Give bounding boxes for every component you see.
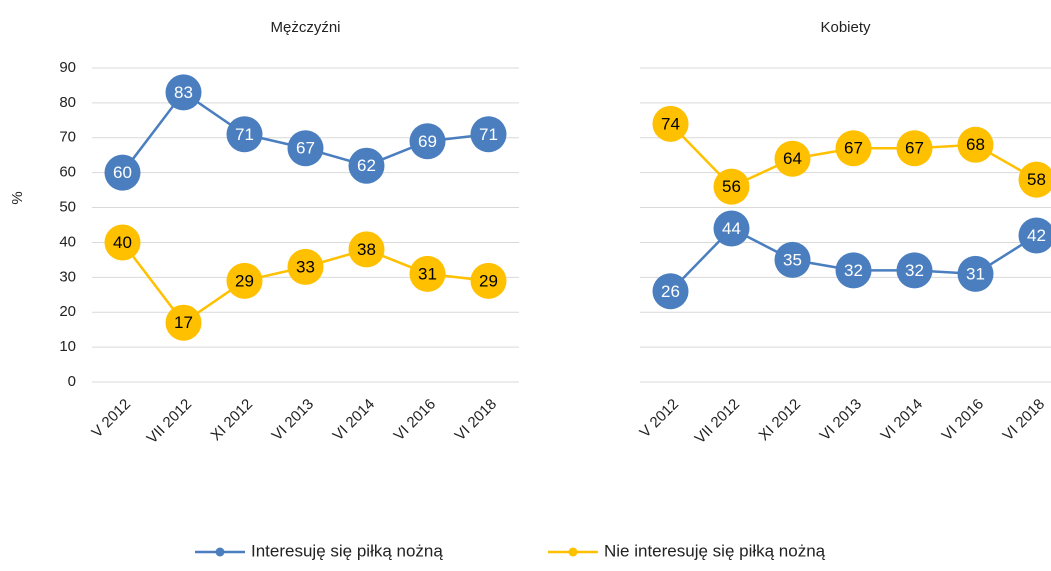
value-label: 58 bbox=[1027, 170, 1046, 189]
marker bbox=[896, 252, 933, 289]
value-label: 17 bbox=[174, 313, 193, 332]
marker bbox=[165, 304, 202, 341]
y-tick-label: 40 bbox=[59, 233, 76, 250]
marker bbox=[835, 252, 872, 289]
y-tick-label: 10 bbox=[59, 338, 76, 355]
legend-label: Nie interesuję się piłką nożną bbox=[604, 541, 826, 560]
marker bbox=[713, 210, 750, 247]
value-label: 56 bbox=[722, 177, 741, 196]
value-label: 67 bbox=[844, 139, 863, 158]
marker bbox=[165, 74, 202, 111]
x-tick-label: VII 2012 bbox=[144, 396, 196, 448]
y-tick-label: 60 bbox=[59, 164, 76, 181]
y-tick-label: 30 bbox=[59, 268, 76, 285]
x-tick-label: VII 2012 bbox=[692, 396, 744, 448]
marker bbox=[409, 255, 446, 292]
y-tick-label: 90 bbox=[59, 59, 76, 76]
marker bbox=[226, 262, 263, 299]
marker bbox=[409, 123, 446, 160]
chart-title: Kobiety bbox=[820, 19, 871, 36]
marker bbox=[835, 130, 872, 167]
x-tick-label: VI 2014 bbox=[878, 396, 927, 445]
chart-title: Mężczyźni bbox=[270, 19, 340, 36]
marker bbox=[1018, 161, 1051, 198]
value-label: 44 bbox=[722, 219, 741, 238]
x-tick-label: XI 2012 bbox=[208, 396, 257, 445]
marker bbox=[957, 255, 994, 292]
value-label: 64 bbox=[783, 149, 802, 168]
marker bbox=[348, 231, 385, 268]
x-tick-label: XI 2012 bbox=[756, 396, 805, 445]
value-label: 38 bbox=[357, 240, 376, 259]
marker bbox=[896, 130, 933, 167]
value-label: 29 bbox=[235, 271, 254, 290]
marker bbox=[470, 116, 507, 153]
y-tick-label: 50 bbox=[59, 199, 76, 216]
x-tick-label: VI 2013 bbox=[269, 396, 318, 445]
marker bbox=[226, 116, 263, 153]
value-label: 71 bbox=[479, 125, 498, 144]
x-tick-label: VI 2018 bbox=[1000, 396, 1049, 445]
x-tick-label: VI 2013 bbox=[817, 396, 866, 445]
y-tick-label: 80 bbox=[59, 94, 76, 111]
x-tick-label: V 2012 bbox=[88, 396, 134, 442]
value-label: 74 bbox=[661, 114, 680, 133]
y-tick-label: 20 bbox=[59, 303, 76, 320]
x-tick-label: VI 2016 bbox=[939, 396, 988, 445]
value-label: 40 bbox=[113, 233, 132, 252]
value-label: 35 bbox=[783, 250, 802, 269]
value-label: 31 bbox=[966, 264, 985, 283]
value-label: 26 bbox=[661, 282, 680, 301]
value-label: 32 bbox=[844, 261, 863, 280]
marker bbox=[470, 262, 507, 299]
marker bbox=[652, 273, 689, 310]
value-label: 67 bbox=[296, 139, 315, 158]
marker bbox=[287, 130, 324, 167]
x-tick-label: VI 2014 bbox=[330, 396, 379, 445]
value-label: 67 bbox=[905, 139, 924, 158]
value-label: 29 bbox=[479, 271, 498, 290]
y-axis-label: % bbox=[9, 191, 26, 204]
marker bbox=[652, 105, 689, 142]
x-tick-label: VI 2018 bbox=[452, 396, 501, 445]
value-label: 31 bbox=[418, 264, 437, 283]
x-tick-label: V 2012 bbox=[636, 396, 682, 442]
marker bbox=[1018, 217, 1051, 254]
legend-marker bbox=[568, 547, 578, 557]
value-label: 83 bbox=[174, 83, 193, 102]
marker bbox=[774, 140, 811, 177]
value-label: 68 bbox=[966, 135, 985, 154]
value-label: 71 bbox=[235, 125, 254, 144]
x-tick-label: VI 2016 bbox=[391, 396, 440, 445]
marker bbox=[104, 224, 141, 261]
marker bbox=[348, 147, 385, 184]
marker bbox=[957, 126, 994, 163]
value-label: 33 bbox=[296, 257, 315, 276]
marker bbox=[774, 241, 811, 278]
value-label: 42 bbox=[1027, 226, 1046, 245]
legend-label: Interesuję się piłką nożną bbox=[251, 541, 443, 560]
marker bbox=[104, 154, 141, 191]
value-label: 60 bbox=[113, 163, 132, 182]
marker bbox=[713, 168, 750, 205]
legend-marker bbox=[215, 547, 225, 557]
value-label: 69 bbox=[418, 132, 437, 151]
y-tick-label: 0 bbox=[68, 373, 76, 390]
value-label: 32 bbox=[905, 261, 924, 280]
value-label: 62 bbox=[357, 156, 376, 175]
marker bbox=[287, 248, 324, 285]
y-tick-label: 70 bbox=[59, 129, 76, 146]
